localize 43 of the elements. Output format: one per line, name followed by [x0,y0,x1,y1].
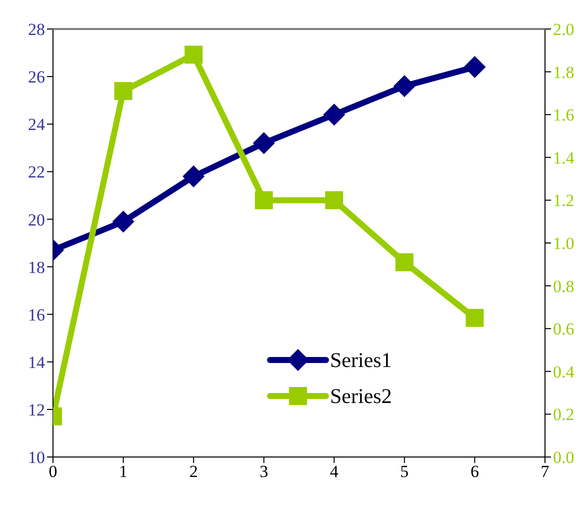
point [254,191,273,210]
y2-tick-label: 0.2 [553,405,574,424]
y-tick-label: 22 [28,162,45,182]
x-tick-label: 5 [400,462,409,482]
y-tick-label: 20 [28,210,45,230]
y-tick-label: 24 [28,115,46,134]
y2-tick-label: 2.0 [553,20,574,40]
y-tick-label: 26 [28,68,45,87]
y2-tick-label: 0.0 [553,448,574,468]
y2-tick-label: 1.8 [553,62,574,82]
y2-tick-label: 1.4 [553,148,575,168]
point [184,46,203,64]
y-tick-label: 18 [28,258,45,277]
x-tick-label: 6 [470,462,479,482]
point [325,191,344,210]
x-tick-label: 0 [48,462,58,482]
y2-tick-label: 0.4 [553,362,575,382]
point [323,104,346,126]
x-tick-label: 3 [260,462,268,482]
point [466,308,484,327]
x-tick-label: 4 [330,462,339,482]
x-tick-label: 7 [540,462,550,482]
point [114,82,132,100]
y2-tick-label: 1.2 [553,191,574,210]
y-tick-label: 28 [28,20,45,40]
y2-tick-label: 0.8 [553,276,574,296]
legend-label: Series2 [330,384,392,408]
x-tick-label: 1 [119,462,128,482]
point [464,56,486,78]
point [393,75,416,98]
point [112,210,134,233]
point [252,132,275,154]
y-tick-label: 16 [28,305,45,324]
point [182,165,205,188]
point [395,253,414,272]
y-tick-label: 10 [28,448,45,468]
legend-label: Series1 [330,348,392,372]
x-tick-label: 2 [189,462,198,482]
y-tick-label: 14 [28,352,46,372]
y2-tick-label: 1.0 [553,234,574,254]
y-tick-label: 12 [28,400,45,420]
y2-tick-label: 1.6 [553,106,574,125]
y2-tick-label: 0.6 [553,320,574,339]
